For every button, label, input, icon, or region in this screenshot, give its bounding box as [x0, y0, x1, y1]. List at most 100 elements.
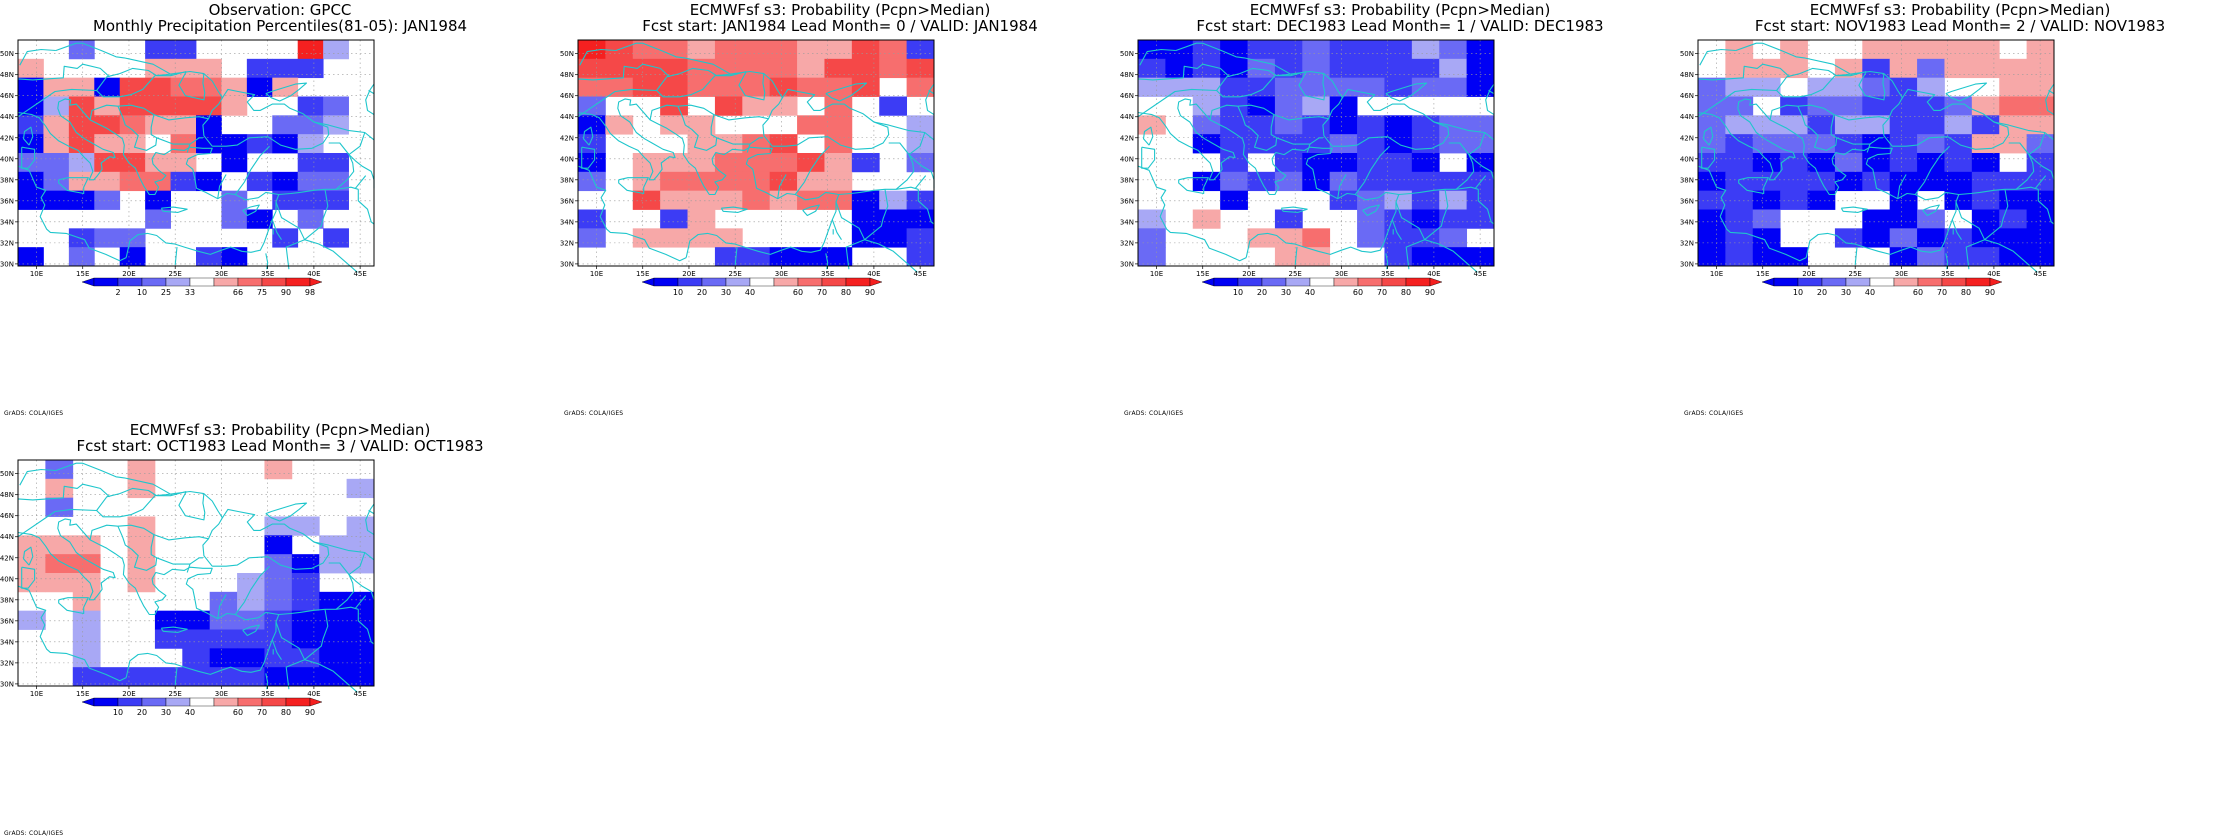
grid-cell — [660, 77, 688, 97]
coastline — [368, 90, 375, 95]
grid-cell — [68, 153, 95, 173]
coastline — [1137, 165, 1247, 262]
grid-cell — [119, 153, 146, 173]
grid-cell — [1889, 153, 1918, 173]
coastline — [265, 673, 269, 690]
grid-cell — [578, 40, 606, 60]
lon-tick-label: 10E — [30, 270, 43, 278]
coastline — [328, 562, 355, 610]
coastline — [762, 88, 890, 150]
colorbar-label: 80 — [281, 708, 291, 717]
grid-cell — [1698, 190, 1726, 210]
grid-cell — [906, 228, 935, 248]
grid-cell — [1889, 96, 1918, 116]
coastline — [2008, 142, 2035, 190]
grid-cell — [1999, 96, 2028, 116]
grid-cell — [1944, 115, 1973, 135]
lat-tick-label: 36N — [1120, 197, 1134, 205]
coastline — [1984, 239, 2038, 273]
grid-cell — [94, 190, 121, 210]
colorbar-swatch — [141, 277, 167, 287]
colorbar-label: 80 — [1961, 288, 1971, 297]
grid-cell — [1466, 190, 1495, 210]
grid-cell — [660, 209, 688, 229]
grid-cell — [1439, 247, 1468, 267]
grid-cell — [1698, 77, 1726, 97]
coastline — [355, 175, 367, 189]
lon-tick-label: 40E — [1987, 270, 2000, 278]
coastline — [1391, 219, 1402, 240]
lon-tick-label: 20E — [1802, 270, 1815, 278]
grid-cell — [297, 153, 324, 173]
grid-cell — [2026, 77, 2055, 97]
coastline — [1697, 98, 1960, 258]
coastline — [278, 186, 359, 196]
grid-cell — [264, 516, 293, 536]
panel-title-line1: ECMWFsf s3: Probability (Pcpn>Median) — [1249, 1, 1551, 19]
coastline — [355, 595, 367, 609]
grid-cell — [346, 629, 375, 649]
lon-tick-label: 40E — [867, 270, 880, 278]
lat-tick-label: 34N — [0, 218, 14, 226]
grid-cell — [237, 648, 265, 668]
grid-cell — [127, 460, 156, 480]
coastline — [1951, 219, 1962, 240]
lat-tick-label: 36N — [560, 197, 574, 205]
grid-cell — [1247, 228, 1276, 248]
grid-cell — [797, 171, 825, 192]
grid-cell — [1725, 190, 1754, 210]
grid-cell — [18, 554, 46, 574]
panel-title-line1: ECMWFsf s3: Probability (Pcpn>Median) — [689, 1, 991, 19]
grid-cell — [291, 591, 320, 612]
colorbar-label: 33 — [185, 288, 195, 297]
grid-cell — [237, 629, 265, 649]
grid-cell — [687, 115, 716, 135]
coastline — [89, 524, 118, 541]
grid-cell — [851, 40, 880, 60]
grid-cell — [1357, 153, 1385, 173]
grid-cell — [1752, 58, 1781, 79]
colorbar-label: 10 — [113, 708, 123, 717]
grid-cell — [1220, 153, 1248, 173]
grid-cell — [1944, 171, 1973, 192]
grid-cell — [1466, 115, 1495, 135]
grid-cell — [18, 610, 46, 630]
lat-tick-label: 34N — [1120, 218, 1134, 226]
coastline — [1697, 70, 1903, 118]
coastline — [825, 82, 868, 102]
lat-tick-label: 32N — [0, 239, 14, 247]
grid-cell — [196, 96, 222, 116]
lon-tick-label: 15E — [1196, 270, 1209, 278]
coastline — [794, 145, 830, 195]
colorbar-label: 2 — [115, 288, 120, 297]
colorbar-swatch — [677, 277, 703, 287]
grid-cell — [714, 153, 743, 173]
grid-cell — [879, 228, 908, 248]
grid-cell — [797, 153, 825, 173]
colorbar-label: 80 — [1401, 288, 1411, 297]
panel-title-line2: Monthly Precipitation Percentiles(81-05)… — [92, 17, 468, 35]
grid-cell — [323, 115, 349, 135]
grid-cell — [1917, 153, 1945, 173]
grid-cell — [1357, 171, 1385, 192]
colorbar-swatch — [749, 277, 775, 287]
grid-cell — [1752, 115, 1781, 135]
lon-tick-label: 35E — [1381, 270, 1394, 278]
grid-cell — [1411, 190, 1440, 210]
grid-cell — [1752, 247, 1781, 267]
grid-cell — [319, 648, 348, 668]
grid-cell — [119, 228, 146, 248]
lat-tick-label: 46N — [1680, 92, 1694, 100]
grid-cell — [1944, 58, 1973, 79]
colorbar-swatch — [821, 277, 847, 287]
coastline — [2045, 83, 2055, 116]
lat-tick-label: 38N — [1680, 176, 1694, 184]
grid-cell — [1329, 40, 1358, 60]
grid-cell — [1220, 190, 1248, 210]
grid-cell — [1971, 209, 2000, 229]
colorbar-label: 20 — [1817, 288, 1827, 297]
grid-cell — [578, 171, 606, 192]
grid-cell — [18, 171, 44, 192]
grid-cell — [319, 629, 348, 649]
colorbar-swatch — [1237, 277, 1263, 287]
